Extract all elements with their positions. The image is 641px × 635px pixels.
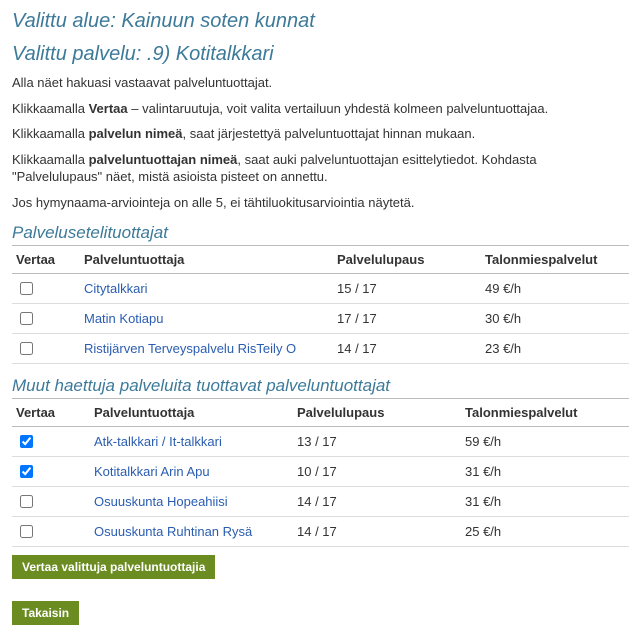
table-row: Ristijärven Terveyspalvelu RisTeily O 14 … — [12, 334, 629, 364]
cell-palvelulupaus: 14 / 17 — [293, 487, 461, 517]
cell-palvelulupaus: 15 / 17 — [333, 274, 481, 304]
th-palvelulupaus[interactable]: Palvelulupaus — [293, 399, 461, 427]
intro-p4-pre: Klikkaamalla — [12, 152, 89, 167]
th-vertaa: Vertaa — [12, 246, 80, 274]
cell-price: 30 €/h — [481, 304, 629, 334]
cell-price: 59 €/h — [461, 427, 629, 457]
th-palveluntuottaja[interactable]: Palveluntuottaja — [80, 246, 333, 274]
back-button[interactable]: Takaisin — [12, 601, 79, 625]
cell-price: 49 €/h — [481, 274, 629, 304]
table-row: Matin Kotiapu 17 / 1730 €/h — [12, 304, 629, 334]
heading-selected-area: Valittu alue: Kainuun soten kunnat — [12, 10, 629, 33]
intro-p2: Klikkaamalla Vertaa – valintaruutuja, vo… — [12, 100, 629, 118]
intro-p1: Alla näet hakuasi vastaavat palveluntuot… — [12, 74, 629, 92]
compare-checkbox[interactable] — [20, 282, 33, 295]
cell-palvelulupaus: 14 / 17 — [293, 517, 461, 547]
compare-checkbox[interactable] — [20, 312, 33, 325]
table-row: Kotitalkkari Arin Apu 10 / 1731 €/h — [12, 457, 629, 487]
th-talonmiespalvelut[interactable]: Talonmiespalvelut — [461, 399, 629, 427]
table-row: Citytalkkari 15 / 1749 €/h — [12, 274, 629, 304]
cell-palvelulupaus: 10 / 17 — [293, 457, 461, 487]
intro-p4-bold: palveluntuottajan nimeä — [89, 152, 238, 167]
cell-price: 25 €/h — [461, 517, 629, 547]
cell-price: 31 €/h — [461, 457, 629, 487]
provider-link[interactable]: Citytalkkari — [84, 281, 148, 296]
th-palveluntuottaja[interactable]: Palveluntuottaja — [90, 399, 293, 427]
intro-p3-bold: palvelun nimeä — [89, 126, 183, 141]
cell-palvelulupaus: 14 / 17 — [333, 334, 481, 364]
table-row: Osuuskunta Hopeahiisi 14 / 1731 €/h — [12, 487, 629, 517]
table1-title: Palvelusetelituottajat — [12, 223, 629, 243]
compare-checkbox[interactable] — [20, 495, 33, 508]
table-row: Osuuskunta Ruhtinan Rysä 14 / 1725 €/h — [12, 517, 629, 547]
compare-checkbox[interactable] — [20, 525, 33, 538]
provider-link[interactable]: Kotitalkkari Arin Apu — [94, 464, 210, 479]
table-palvelusetelituottajat: Vertaa Palveluntuottaja Palvelulupaus Ta… — [12, 245, 629, 364]
compare-checkbox[interactable] — [20, 342, 33, 355]
provider-link[interactable]: Atk-talkkari / It-talkkari — [94, 434, 222, 449]
provider-link[interactable]: Matin Kotiapu — [84, 311, 164, 326]
intro-p4: Klikkaamalla palveluntuottajan nimeä, sa… — [12, 151, 629, 186]
heading-selected-service: Valittu palvelu: .9) Kotitalkkari — [12, 43, 629, 66]
compare-checkbox[interactable] — [20, 435, 33, 448]
intro-p5: Jos hymynaama-arviointeja on alle 5, ei … — [12, 194, 629, 212]
provider-link[interactable]: Osuuskunta Hopeahiisi — [94, 494, 228, 509]
cell-palvelulupaus: 13 / 17 — [293, 427, 461, 457]
intro-p2-bold: Vertaa — [89, 101, 128, 116]
cell-price: 23 €/h — [481, 334, 629, 364]
provider-link[interactable]: Osuuskunta Ruhtinan Rysä — [94, 524, 252, 539]
th-talonmiespalvelut[interactable]: Talonmiespalvelut — [481, 246, 629, 274]
cell-palvelulupaus: 17 / 17 — [333, 304, 481, 334]
table-row: Atk-talkkari / It-talkkari 13 / 1759 €/h — [12, 427, 629, 457]
intro-p3-post: , saat järjestettyä palveluntuottajat hi… — [183, 126, 476, 141]
cell-price: 31 €/h — [461, 487, 629, 517]
intro-p3-pre: Klikkaamalla — [12, 126, 89, 141]
provider-link[interactable]: Ristijärven Terveyspalvelu RisTeily O — [84, 341, 296, 356]
intro-p2-pre: Klikkaamalla — [12, 101, 89, 116]
th-palvelulupaus[interactable]: Palvelulupaus — [333, 246, 481, 274]
intro-p2-post: – valintaruutuja, voit valita vertailuun… — [128, 101, 549, 116]
table2-title: Muut haettuja palveluita tuottavat palve… — [12, 376, 629, 396]
compare-button[interactable]: Vertaa valittuja palveluntuottajia — [12, 555, 215, 579]
compare-checkbox[interactable] — [20, 465, 33, 478]
table-muut-palveluntuottajat: Vertaa Palveluntuottaja Palvelulupaus Ta… — [12, 398, 629, 547]
th-vertaa: Vertaa — [12, 399, 90, 427]
intro-p3: Klikkaamalla palvelun nimeä, saat järjes… — [12, 125, 629, 143]
